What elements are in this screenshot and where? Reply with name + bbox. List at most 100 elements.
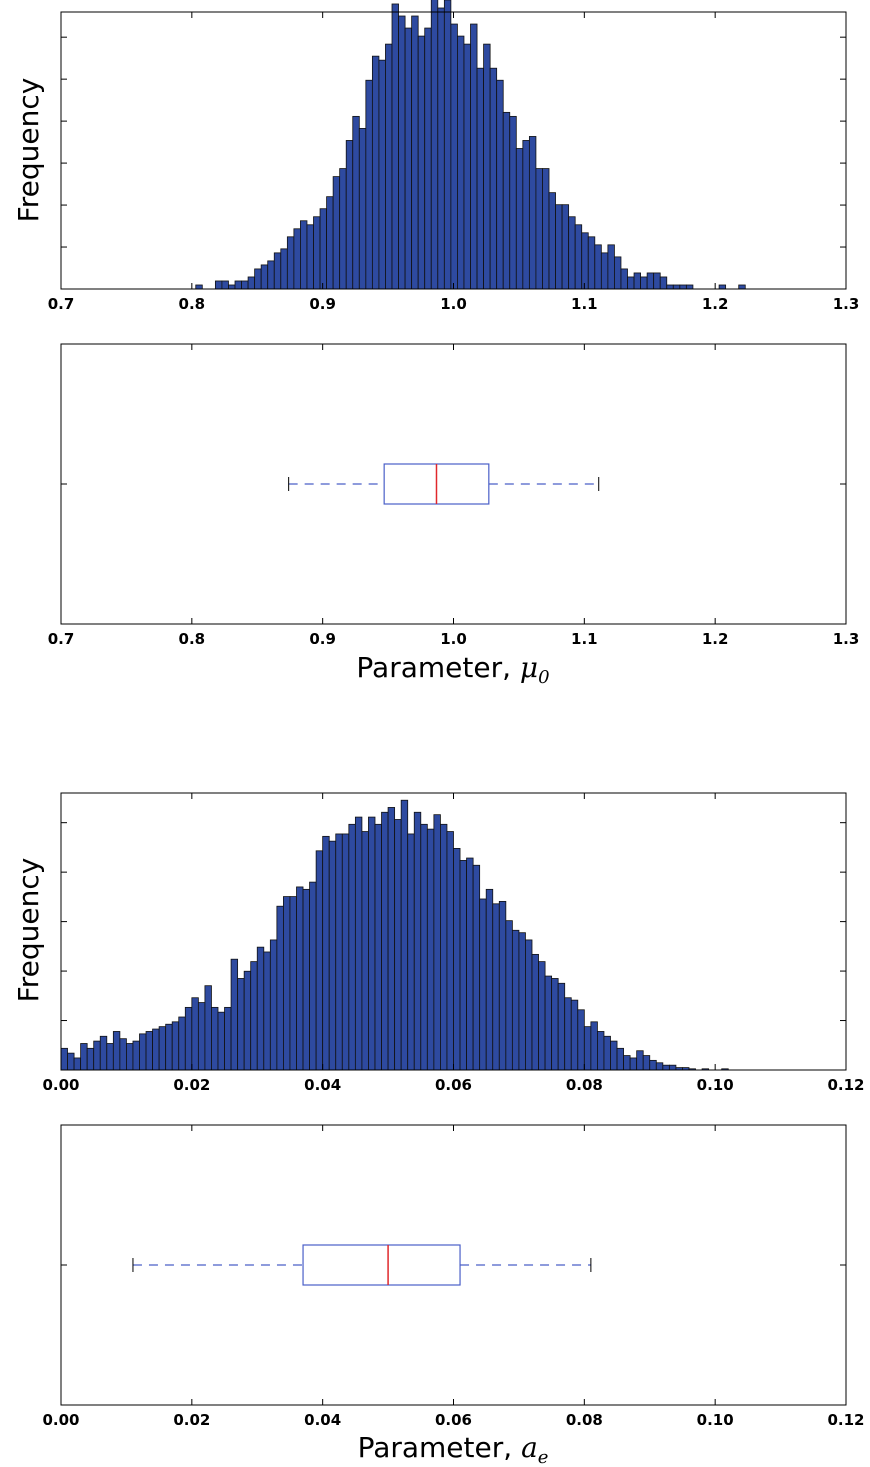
histogram-ae-bar [511, 929, 520, 1071]
histogram-mu0-bar [496, 79, 504, 290]
histogram-ae-bar [407, 833, 415, 1071]
histogram-mu0-xtick-label: 1.3 [833, 295, 860, 313]
histogram-mu0-bar [417, 35, 426, 290]
histogram-ae-bars [60, 799, 729, 1071]
histogram-ae-bar [126, 1043, 134, 1071]
histogram-ae-bar [322, 835, 330, 1071]
histogram-mu0-bar [424, 27, 432, 290]
histogram-mu0-bar [463, 43, 471, 290]
histogram-mu0-bar [385, 43, 393, 290]
boxplot-ae-xlabel-subscript: e [538, 1447, 549, 1467]
histogram-ae-bar [256, 946, 265, 1071]
histogram-mu0-bar [371, 55, 380, 290]
histogram-mu0-bar [214, 280, 223, 290]
boxplot-ae-xtick-label: 0.02 [173, 1411, 210, 1429]
histogram-mu0-bar [718, 284, 727, 290]
histogram-ae-bar [106, 1043, 114, 1071]
boxplot-mu0-xtick-label: 0.9 [309, 630, 336, 648]
histogram-mu0-bar [241, 280, 249, 290]
histogram-ae-bar [368, 816, 376, 1071]
histogram-ae-bar [453, 848, 461, 1071]
histogram-ae-bar [583, 1026, 592, 1071]
histogram-ae-bar [610, 1040, 618, 1071]
histogram-mu0-bar [509, 115, 517, 290]
histogram-ae-bar [446, 831, 454, 1071]
histogram-mu0-bar [365, 79, 373, 290]
histogram-mu0-bar [666, 284, 674, 290]
histogram-ae-bar [354, 816, 363, 1071]
histogram-mu0-bar [430, 0, 439, 290]
histogram-ae-bar [551, 978, 559, 1071]
histogram-mu0-bar [535, 168, 543, 290]
histogram-mu0-bar [640, 276, 648, 290]
histogram-mu0-bar [326, 196, 334, 290]
histogram-mu0-bar [522, 140, 530, 290]
histogram-ae-bar [603, 1035, 611, 1071]
boxplot-ae-xtick-label: 0.06 [435, 1411, 472, 1429]
boxplot-ae-box [302, 1244, 461, 1286]
histogram-mu0-bar [489, 67, 498, 290]
histogram-mu0-bar [646, 272, 655, 290]
histogram-ae-bar [348, 823, 356, 1071]
histogram-ae-bar [564, 997, 572, 1071]
histogram-ae-ylabel: Frequency [12, 858, 45, 1003]
histogram-mu0-bar [339, 168, 347, 290]
histogram-ae-bar [211, 1006, 219, 1071]
histogram-mu0-bar [659, 276, 668, 290]
histogram-mu0-bar [195, 284, 203, 290]
histogram-ae-bar [184, 1006, 193, 1071]
histogram-mu0-bar [280, 248, 288, 290]
histogram-ae-bar [269, 939, 278, 1071]
histogram-ae-bar [570, 999, 579, 1071]
histogram-ae-bar [597, 1031, 605, 1071]
histogram-ae-bar [80, 1043, 88, 1071]
histogram-mu0-bar [620, 268, 628, 290]
histogram-ae-bar [492, 903, 500, 1071]
histogram-ae-bar [204, 985, 212, 1071]
boxplot-ae-xtick-label: 0.12 [827, 1411, 864, 1429]
histogram-ae-bar [139, 1033, 147, 1071]
histogram-ae-bar [230, 958, 239, 1071]
histogram-mu0-bar [345, 140, 354, 290]
histogram-mu0-xtick-label: 1.0 [440, 295, 467, 313]
histogram-mu0-bar [672, 284, 681, 290]
histogram-ae-bar [662, 1064, 670, 1071]
histogram-mu0-bar [254, 268, 262, 290]
boxplot-mu0-frame [60, 343, 847, 625]
histogram-mu0-bar [260, 264, 269, 290]
histogram-ae-bar [99, 1035, 108, 1071]
histogram-mu0-bar [247, 276, 256, 290]
histogram-mu0-bar [600, 252, 609, 290]
histogram-ae-bar [335, 833, 343, 1071]
histogram-mu0-bar [228, 284, 236, 290]
boxplot-ae-xtick-label: 0.08 [566, 1411, 603, 1429]
histogram-ae-bar [119, 1038, 127, 1071]
histogram-mu0-bar [404, 27, 413, 290]
histogram-ae-bar [296, 886, 304, 1071]
histogram-ae-bar [374, 823, 382, 1071]
histogram-ae-bar [361, 831, 369, 1071]
histogram-ae-bar [328, 840, 337, 1071]
histogram-mu0-bar [528, 136, 537, 290]
boxplot-mu0-xtick-label: 1.0 [440, 630, 467, 648]
histogram-ae-bar [472, 864, 481, 1071]
histogram-mu0-bar [437, 7, 445, 290]
histogram-mu0-bar [568, 216, 576, 290]
histogram-mu0-bar [614, 256, 622, 290]
histogram-ae-bar [73, 1057, 82, 1071]
histogram-ae-bar [616, 1047, 624, 1071]
histogram-mu0-bar [352, 115, 360, 290]
histogram-ae-bar [250, 961, 258, 1071]
histogram-mu0-bar [267, 260, 275, 290]
histogram-ae-bar [381, 811, 389, 1071]
histogram-mu0-bar [587, 236, 596, 290]
histogram-ae-xtick-label: 0.08 [566, 1076, 603, 1094]
histogram-mu0-bar [443, 0, 452, 290]
boxplot-mu0-xtick-label: 1.1 [571, 630, 598, 648]
histogram-ae-bar [217, 1011, 225, 1071]
histogram-mu0-bar [738, 284, 746, 290]
histogram-mu0-bar [515, 148, 524, 290]
histogram-ae-bar [309, 881, 317, 1071]
histogram-mu0-bar [627, 276, 635, 290]
histogram-ae-bar [165, 1023, 173, 1071]
